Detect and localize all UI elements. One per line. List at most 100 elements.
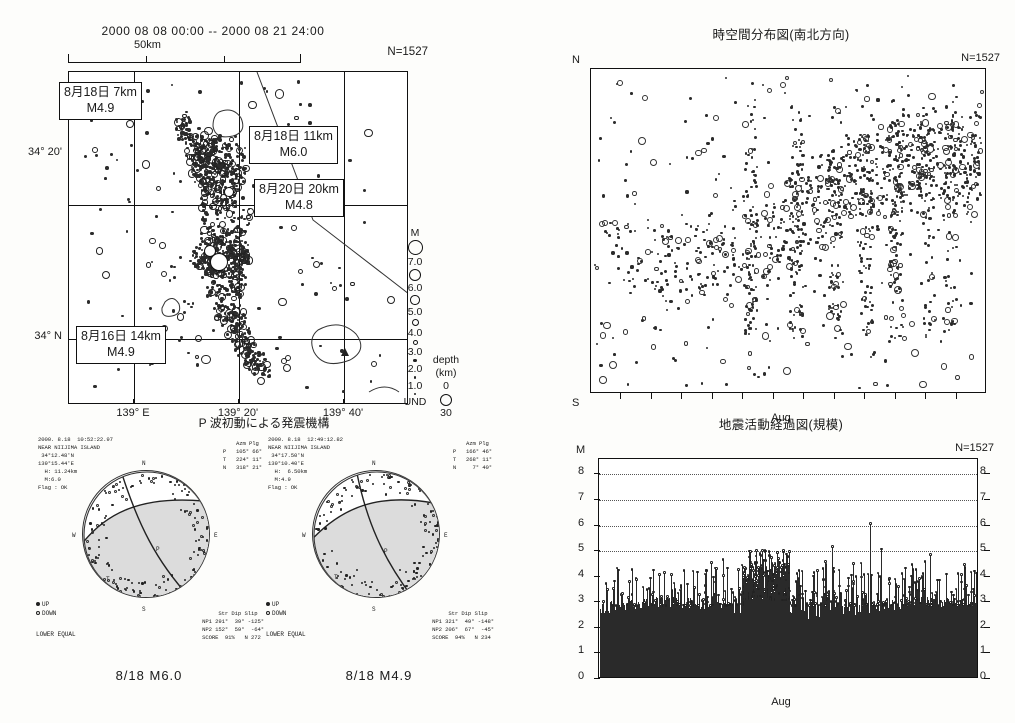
spacetime-event-marker [834,177,838,181]
spacetime-event-marker [694,149,702,157]
spacetime-event-marker [955,191,958,194]
epicenter-marker [204,173,208,177]
spacetime-event-marker [959,152,964,156]
spacetime-event-marker [747,153,750,157]
epicenter-marker [232,211,235,214]
spacetime-event-marker [900,207,904,210]
spacetime-event-marker [631,277,635,281]
magnitude-event-stem [908,601,910,677]
epicenter-marker [240,214,244,218]
spacetime-event-marker [749,242,752,245]
magnitude-event-head [606,588,609,591]
spacetime-event-marker [860,271,863,275]
magnitude-event-head [797,568,801,572]
epicenter-marker [275,346,279,351]
spacetime-event-marker [829,163,833,166]
spacetime-event-marker [601,194,605,198]
magnitude-event-stem [736,604,738,677]
epicenter-marker [141,99,145,103]
epicenter-marker [148,306,153,311]
epicenter-marker [221,164,225,167]
epicenter-marker [220,242,224,246]
spacetime-event-marker [764,204,768,208]
spacetime-event-marker [782,244,785,248]
spacetime-event-marker [869,286,873,290]
magnitude-event-stem [691,601,693,677]
spacetime-event-marker [879,145,882,148]
epicenter-marker [316,174,321,178]
spacetime-event-marker [928,177,932,180]
magnitude-event-head [748,555,751,559]
spacetime-event-marker [737,266,740,269]
spacetime-event-marker [944,181,948,184]
spacetime-event-marker [957,132,961,135]
magnitude-y-tick-mark [984,524,990,526]
epicenter-marker [234,249,238,253]
spacetime-event-marker [928,206,931,209]
spacetime-event-marker [893,176,897,180]
spacetime-event-marker [714,178,717,181]
spacetime-event-marker [813,218,821,225]
spacetime-event-marker [924,333,928,337]
spacetime-event-marker [860,298,864,301]
spacetime-event-marker [975,156,979,159]
spacetime-event-marker [939,167,942,171]
spacetime-event-marker [833,106,837,109]
epicenter-marker [210,177,215,182]
magnitude-event-stem [676,598,677,677]
spacetime-event-marker [895,277,899,281]
epicenter-marker [110,153,113,157]
epicenter-marker [237,217,240,220]
epicenter-marker [210,184,214,188]
magnitude-legend-circle-1.0 [413,376,417,379]
spacetime-event-marker [885,243,889,247]
spacetime-event-marker [793,313,796,317]
epicenter-marker [226,174,230,178]
epicenter-marker [215,198,219,202]
spacetime-event-marker [805,341,811,347]
polarity-up-dot [198,570,201,573]
spacetime-event-marker [923,138,926,142]
epicenter-marker [178,179,182,184]
polarity-up-dot [411,504,414,507]
spacetime-event-marker [864,305,867,309]
fm-projection-label: LOWER EQUAL [266,631,306,638]
magnitude-event-stem [784,600,786,677]
spacetime-event-marker [685,190,689,194]
magnitude-event-head [669,572,673,576]
polarity-down-dot [115,482,119,486]
spacetime-event-marker [974,175,978,179]
polarity-down-dot [137,594,141,597]
polarity-up-dot [385,493,388,496]
spacetime-event-marker [912,170,916,174]
epicenter-marker [294,115,299,121]
map-event-count: N=1527 [387,46,428,58]
spacetime-event-marker [923,317,926,320]
spacetime-event-marker [753,255,757,259]
magnitude-event-stem [924,589,926,677]
polarity-up-dot [355,486,358,489]
spacetime-event-marker [897,183,904,191]
epicenter-marker [145,131,149,135]
spacetime-event-marker [708,223,711,226]
polarity-up-dot [418,489,422,492]
epicenter-marker [94,153,98,157]
epicenter-marker [193,144,197,148]
polarity-up-dot [436,551,439,554]
epicenter-marker [217,225,220,229]
polarity-up-dot [382,473,385,477]
magnitude-event-head [777,557,781,560]
spacetime-event-marker [827,188,830,191]
depth-legend: depth (km) 0 30 [422,354,470,421]
polarity-up-dot [198,547,201,550]
magnitude-event-stem [648,605,649,677]
magnitude-y-tick-label-0: 0 [979,670,986,682]
spacetime-event-marker [818,273,822,277]
epicenter-marker [207,137,212,142]
magnitude-event-head [743,566,746,569]
spacetime-event-marker [802,222,806,226]
epicenter-marker [197,127,201,131]
epicenter-marker [230,339,234,343]
polarity-up-dot [196,509,199,512]
spacetime-event-marker [860,105,864,109]
